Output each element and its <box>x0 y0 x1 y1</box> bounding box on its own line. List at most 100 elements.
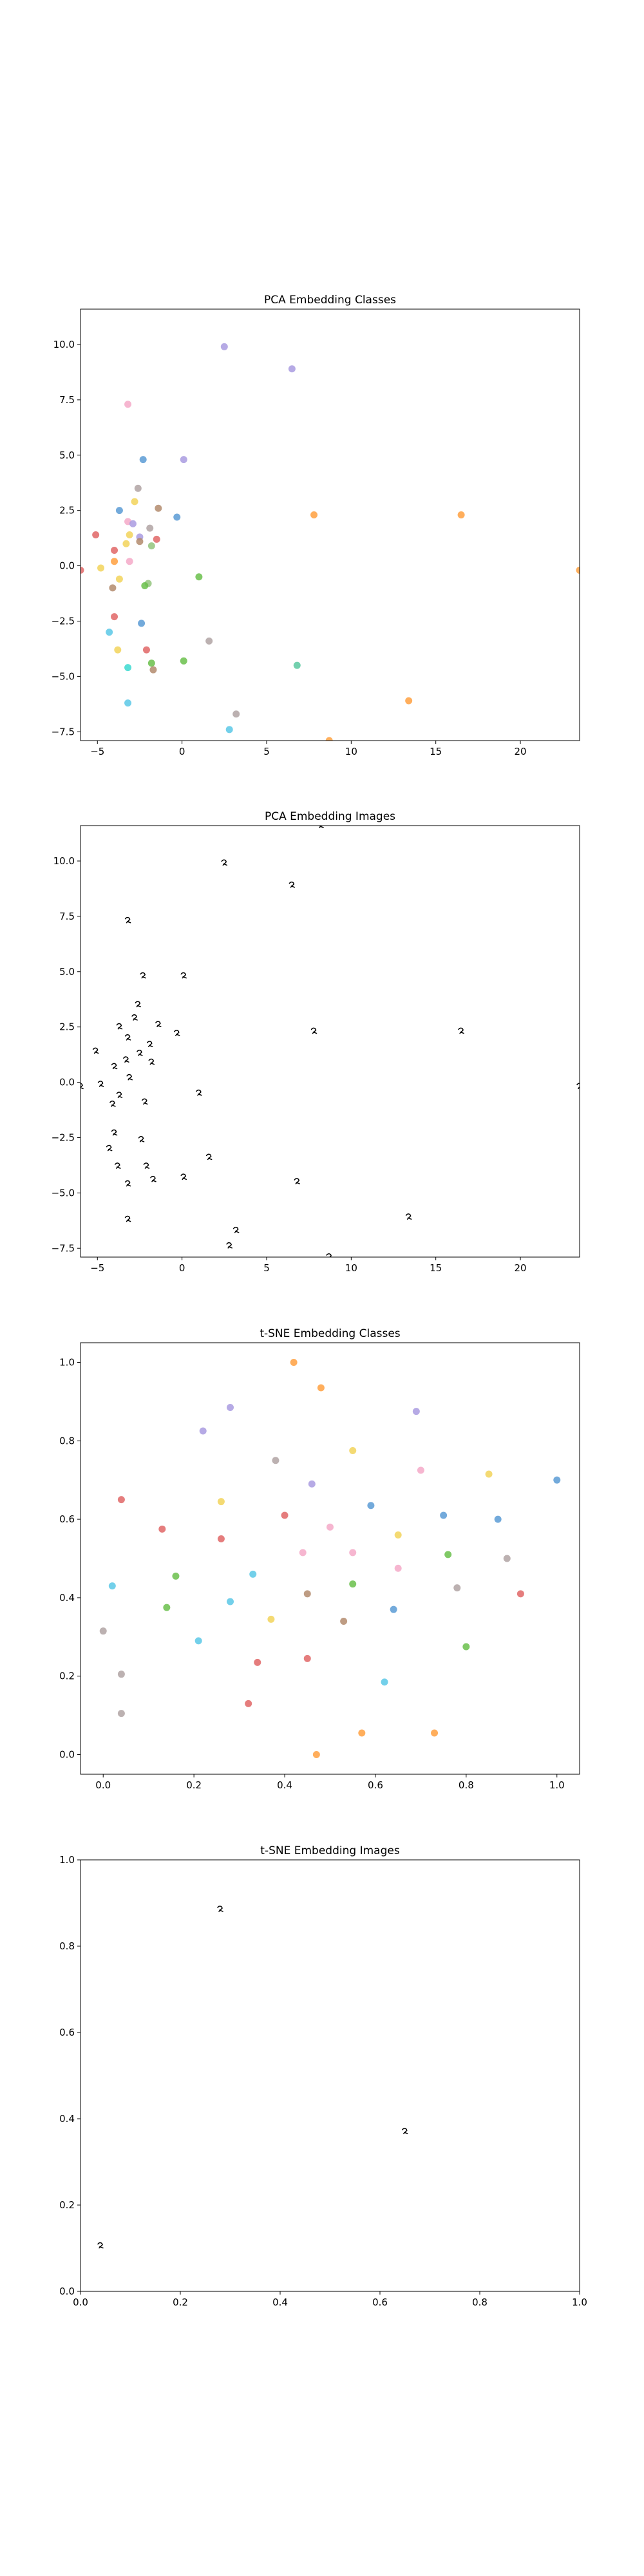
data-point-glyph <box>310 1027 317 1034</box>
data-points <box>80 826 580 1257</box>
data-point <box>312 1751 320 1759</box>
data-point <box>245 1700 252 1707</box>
data-point <box>97 564 105 572</box>
x-tick-label: 10 <box>345 1262 357 1274</box>
data-point-glyph <box>115 1162 121 1169</box>
data-point-glyph <box>180 1173 187 1180</box>
data-point <box>349 1447 357 1454</box>
data-point <box>381 1678 388 1686</box>
data-point <box>147 659 155 667</box>
data-point <box>126 558 133 565</box>
data-point-glyph <box>150 1175 156 1182</box>
data-point <box>115 507 123 515</box>
y-tick-label: 0.0 <box>59 1749 75 1761</box>
data-point <box>172 1572 180 1580</box>
data-point <box>303 1590 311 1598</box>
data-point-glyph <box>123 1056 129 1063</box>
data-point-glyph <box>111 1129 118 1136</box>
data-point <box>142 646 150 654</box>
axes-frame <box>80 308 580 741</box>
data-point <box>149 666 157 674</box>
data-point <box>254 1658 261 1666</box>
chart-4: t-SNE Embedding Images 0.0 0.2 0.4 0.6 0.8 1.0… <box>59 1844 587 2308</box>
x-tick-label: 1.0 <box>549 1779 565 1791</box>
data-point <box>349 1549 357 1557</box>
data-point <box>80 566 84 574</box>
data-point <box>115 575 123 583</box>
data-point <box>131 498 138 506</box>
y-tick-label: 10.0 <box>53 339 75 350</box>
x-tick-label: 20 <box>515 746 527 757</box>
data-point <box>139 456 147 464</box>
data-point <box>412 1408 420 1416</box>
chart-title: t-SNE Embedding Classes <box>260 1327 400 1340</box>
data-point <box>138 620 146 627</box>
data-point <box>114 646 122 654</box>
data-point-glyph <box>137 1050 143 1056</box>
axes-frame <box>80 1859 580 2292</box>
x-tick-label: 5 <box>263 746 270 757</box>
chart-2: PCA Embedding Images −5 0 5 10 15 20 −7.5 −5.0 −2… <box>52 810 580 1274</box>
data-point <box>158 1525 166 1533</box>
data-point <box>457 511 465 519</box>
data-point-glyph <box>126 1074 133 1081</box>
y-tick-label: 0.2 <box>59 2199 75 2211</box>
data-point <box>249 1570 257 1578</box>
x-tick-label: 0.0 <box>95 1779 111 1791</box>
data-points <box>99 1358 561 1759</box>
data-point <box>122 540 130 547</box>
chart-title: t-SNE Embedding Images <box>260 1844 400 1857</box>
data-point-glyph <box>131 1014 138 1021</box>
x-tick-label: −5 <box>90 746 104 757</box>
data-point <box>494 1515 502 1523</box>
x-tick-label: 0.8 <box>472 2297 488 2308</box>
data-point-glyph <box>148 1058 155 1065</box>
data-point <box>111 547 118 554</box>
y-tick-label: 5.0 <box>59 966 75 978</box>
data-point-glyph <box>226 1242 232 1249</box>
data-point <box>394 1564 402 1572</box>
data-point <box>195 573 203 581</box>
data-point <box>146 524 154 532</box>
data-point <box>267 1615 275 1623</box>
data-point-glyph <box>124 1215 131 1222</box>
data-point-glyph <box>205 1153 213 1160</box>
y-tick-label: −2.5 <box>52 1132 75 1143</box>
data-point-glyph <box>221 859 228 866</box>
y-tick-label: 10.0 <box>53 855 75 867</box>
data-point <box>281 1511 289 1519</box>
data-point <box>431 1729 439 1737</box>
chart-title: PCA Embedding Images <box>265 810 395 823</box>
y-tick-label: −5.0 <box>52 670 75 682</box>
y-tick-label: 2.5 <box>59 505 75 516</box>
data-point <box>503 1555 511 1562</box>
data-point <box>134 484 142 492</box>
data-point <box>92 531 100 538</box>
y-tick-label: 0.4 <box>59 1592 75 1604</box>
data-points <box>80 343 580 741</box>
x-tick-label: 15 <box>430 746 442 757</box>
y-tick-label: 0.4 <box>59 2113 75 2125</box>
data-point <box>440 1511 448 1519</box>
data-point <box>358 1729 366 1737</box>
data-point <box>173 513 181 521</box>
data-point <box>199 1427 207 1435</box>
data-point <box>367 1502 375 1510</box>
data-point <box>288 365 296 373</box>
data-point <box>327 1523 334 1531</box>
data-point-glyph <box>140 972 146 979</box>
data-point <box>317 1384 325 1392</box>
data-point <box>417 1466 424 1474</box>
data-point-glyph <box>97 2242 104 2249</box>
data-point <box>576 566 580 574</box>
data-point-glyph <box>142 1098 148 1105</box>
data-point <box>124 664 132 672</box>
data-point <box>349 1580 357 1588</box>
x-tick-label: 0 <box>179 1262 185 1274</box>
data-point <box>462 1643 470 1651</box>
data-point-glyph <box>111 1063 118 1070</box>
chart-title: PCA Embedding Classes <box>264 294 396 307</box>
y-tick-label: 0.2 <box>59 1671 75 1682</box>
axes-frame <box>80 1342 580 1775</box>
